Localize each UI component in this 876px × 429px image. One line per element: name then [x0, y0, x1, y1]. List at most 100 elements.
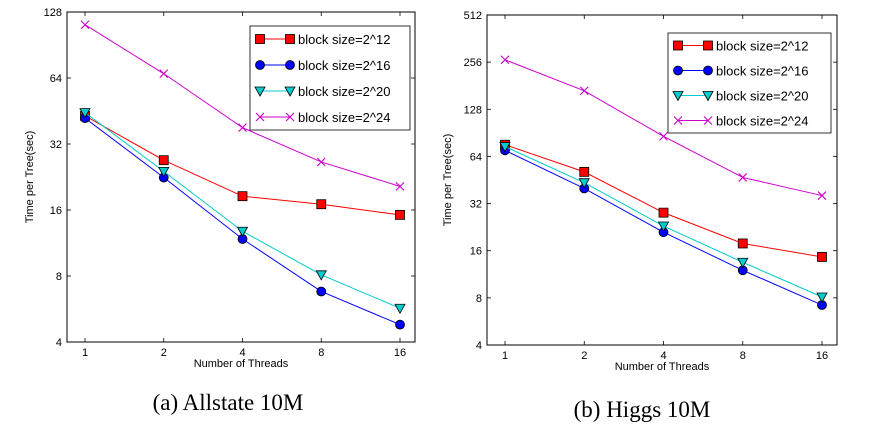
- legend-item-block-size-2-20: block size=2^20: [254, 84, 390, 99]
- legend-marker: [254, 86, 266, 97]
- legend-marker: [285, 60, 295, 70]
- data-point: [737, 238, 748, 249]
- data-point: [578, 178, 590, 189]
- legend-marker: [703, 116, 713, 125]
- legend-item-block-size-2-20: block size=2^20: [672, 89, 808, 104]
- x-tick-label: 2: [581, 350, 587, 362]
- legend: block size=2^12 block size=2^16 block size…: [667, 32, 832, 134]
- data-point: [737, 257, 749, 269]
- data-point: [316, 199, 327, 210]
- legend-box: [667, 32, 832, 134]
- legend-label: block size=2^20: [298, 84, 390, 99]
- data-point: [738, 173, 748, 182]
- x-tick-label: 16: [394, 347, 406, 359]
- y-tick-label: 4: [476, 340, 482, 352]
- data-point: [238, 123, 247, 133]
- data-point: [817, 191, 827, 200]
- legend-marker: [673, 65, 683, 76]
- series-block-size-2-20: [499, 142, 828, 303]
- x-tick-label: 16: [816, 350, 828, 362]
- legend-label: block size=2^16: [298, 58, 390, 73]
- data-point: [395, 209, 405, 220]
- x-tick-label: 8: [318, 347, 324, 359]
- data-point: [80, 20, 90, 30]
- data-point: [236, 226, 249, 238]
- data-point: [315, 270, 327, 281]
- legend-label: block size=2^24: [716, 114, 808, 129]
- y-axis-label: Time per Tree(sec): [442, 134, 454, 227]
- legend-item-block-size-2-24: block size=2^24: [255, 110, 390, 125]
- data-point: [579, 86, 589, 96]
- data-point: [158, 166, 170, 178]
- data-point: [395, 319, 405, 330]
- series-block-size-2-24: [80, 20, 405, 191]
- legend-marker: [284, 86, 296, 97]
- data-point: [499, 142, 511, 153]
- x-tick-label: 4: [239, 347, 245, 359]
- legend-marker: [672, 91, 684, 102]
- legend-label: block size=2^24: [298, 110, 390, 125]
- x-tick-label: 8: [740, 350, 746, 362]
- legend-box: [249, 25, 411, 131]
- x-axis-label: Number of Threads: [194, 358, 289, 370]
- y-tick-label: 8: [56, 271, 62, 283]
- data-point: [658, 207, 669, 218]
- legend-marker: [285, 112, 295, 122]
- y-tick-label: 8: [476, 293, 482, 305]
- y-tick-label: 64: [50, 73, 62, 85]
- data-point: [158, 155, 169, 166]
- figure-caption: (a) Allstate 10M: [153, 390, 304, 415]
- legend-item-block-size-2-16: block size=2^16: [255, 58, 390, 73]
- series-line: [504, 144, 823, 258]
- legend-marker: [255, 34, 265, 44]
- legend-marker: [673, 116, 683, 125]
- data-point: [79, 108, 91, 119]
- data-point: [816, 292, 828, 303]
- data-point: [579, 166, 590, 177]
- series-block-size-2-20: [79, 108, 406, 315]
- legend-label: block size=2^16: [716, 64, 808, 79]
- y-tick-label: 64: [470, 151, 482, 163]
- x-tick-label: 1: [502, 350, 508, 362]
- legend: block size=2^12 block size=2^16 block size…: [249, 25, 411, 131]
- chart-panel-higgs: 1 2 4 8 16 4 8 16 32 64 128 256 512 Number of Threads…: [442, 10, 838, 422]
- y-tick-label: 4: [56, 337, 62, 349]
- legend-item-block-size-2-12: block size=2^12: [255, 32, 390, 47]
- x-tick-label: 1: [82, 347, 88, 359]
- legend-label: block size=2^12: [298, 32, 390, 47]
- data-point: [316, 157, 326, 167]
- data-point: [159, 69, 169, 79]
- data-point: [237, 191, 248, 202]
- legend-marker: [255, 60, 265, 70]
- y-tick-label: 16: [50, 205, 62, 217]
- legend-marker: [703, 65, 713, 76]
- legend-label: block size=2^20: [716, 89, 808, 104]
- data-point: [657, 221, 670, 232]
- data-point: [394, 303, 406, 315]
- series-line: [84, 117, 401, 326]
- series-block-size-2-16: [80, 113, 405, 330]
- y-tick-label: 512: [464, 10, 482, 22]
- legend-marker: [703, 40, 713, 51]
- y-tick-label: 256: [464, 57, 482, 69]
- legend-item-block-size-2-16: block size=2^16: [673, 64, 808, 79]
- data-point: [316, 286, 327, 297]
- chart-panel-allstate: 1 2 4 8 16 4 8 16 32 64 128 Number of Threads Time p…: [24, 7, 416, 415]
- legend-marker: [702, 91, 714, 102]
- legend-label: block size=2^12: [716, 39, 808, 54]
- x-tick-label: 2: [161, 347, 167, 359]
- series-block-size-2-24: [500, 55, 827, 200]
- x-axis-label: Number of Threads: [615, 361, 710, 373]
- legend-marker: [673, 40, 683, 51]
- x-tick-label: 4: [660, 350, 666, 362]
- figure-caption: (b) Higgs 10M: [574, 397, 711, 422]
- data-point: [500, 55, 510, 65]
- data-point: [659, 131, 668, 141]
- legend-item-block-size-2-12: block size=2^12: [673, 39, 808, 54]
- plot-area-frame: [486, 14, 838, 346]
- data-point: [395, 182, 405, 191]
- plot-area-frame: [66, 11, 416, 343]
- y-tick-label: 128: [44, 7, 62, 19]
- y-tick-label: 32: [50, 139, 62, 151]
